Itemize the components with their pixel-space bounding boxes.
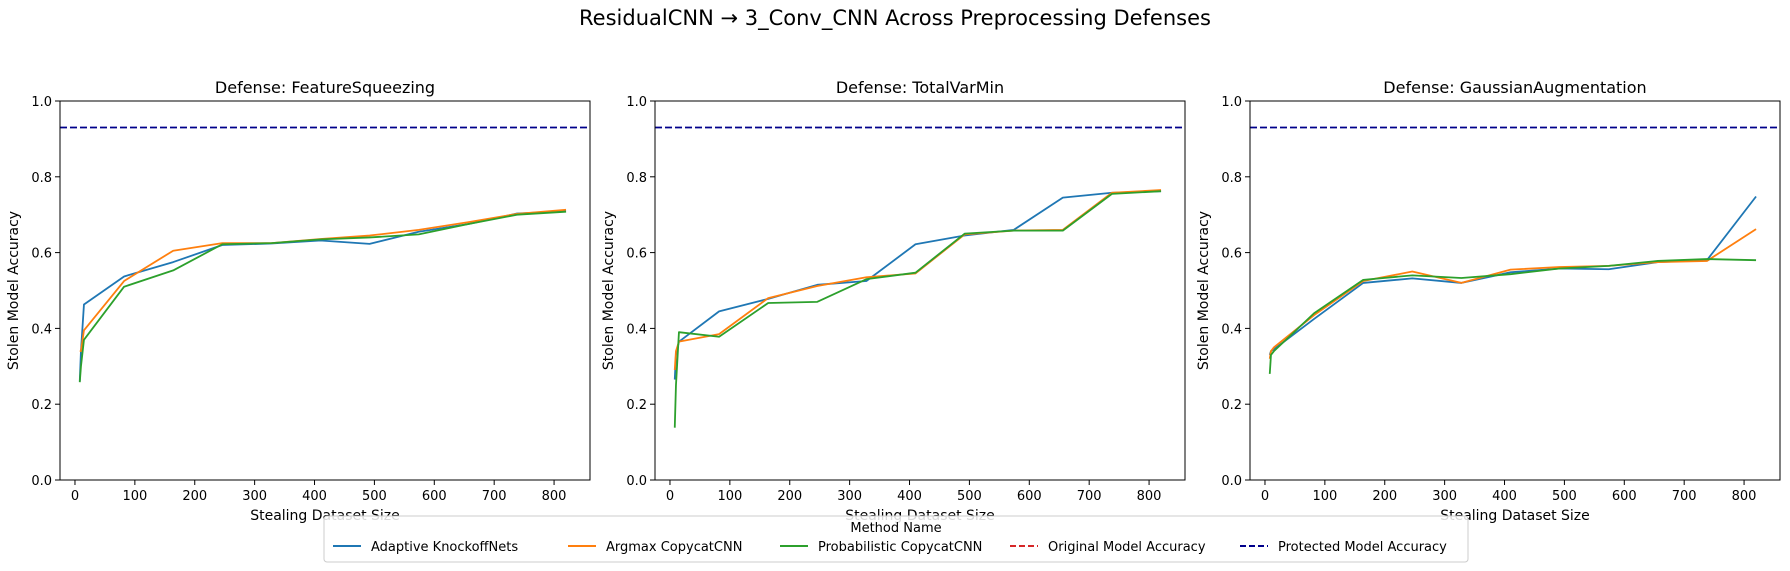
legend-title: Method Name (850, 521, 941, 536)
panel-title: Defense: TotalVarMin (836, 78, 1004, 97)
y-tick-label: 0.6 (626, 247, 647, 262)
y-axis-label: Stolen Model Accuracy (6, 211, 22, 370)
y-tick-label: 0.6 (1221, 247, 1242, 262)
figure-title: ResidualCNN → 3_Conv_CNN Across Preproce… (579, 6, 1211, 31)
legend-label-argmax-copycatcnn: Argmax CopycatCNN (606, 540, 742, 555)
x-tick-label: 300 (1432, 489, 1457, 504)
x-tick-label: 800 (1732, 489, 1757, 504)
y-tick-label: 0.4 (626, 322, 647, 337)
legend-label-adaptive-knockoffnets: Adaptive KnockoffNets (371, 540, 518, 555)
plot-area (1250, 126, 1780, 374)
x-tick-label: 200 (182, 489, 207, 504)
series-line-adaptive-knockoffnets (673, 190, 1162, 380)
y-tick-label: 0.2 (626, 398, 647, 413)
x-tick-label: 400 (302, 489, 327, 504)
axes-frame (59, 100, 591, 481)
x-tick-label: 300 (837, 489, 862, 504)
y-tick-label: 0.8 (626, 171, 647, 186)
series-line-probabilistic-copycatcnn (1268, 258, 1757, 374)
y-tick-label: 0.0 (626, 474, 647, 489)
x-tick-label: 700 (1672, 489, 1697, 504)
x-tick-label: 0 (666, 489, 674, 504)
series-line-argmax-copycatcnn (79, 208, 567, 353)
x-tick-label: 100 (1312, 489, 1337, 504)
y-tick-label: 0.6 (31, 247, 52, 262)
y-tick-label: 0.4 (1221, 322, 1242, 337)
x-tick-label: 300 (242, 489, 267, 504)
panel-title: Defense: FeatureSqueezing (215, 78, 435, 97)
chart-panels: Defense: FeatureSqueezing 0 100 200 300 400 50… (6, 78, 1781, 524)
x-tick-label: 400 (897, 489, 922, 504)
series-line-adaptive-knockoffnets (1268, 195, 1757, 356)
y-tick-label: 1.0 (31, 95, 52, 110)
x-tick-label: 200 (1372, 489, 1397, 504)
x-tick-label: 200 (777, 489, 802, 504)
legend-box (323, 515, 1469, 563)
series-line-argmax-copycatcnn (1268, 228, 1757, 359)
chart-panel-1: Defense: FeatureSqueezing 0 100 200 300 400 50… (6, 78, 591, 524)
x-tick-label: 600 (422, 489, 447, 504)
x-tick-label: 800 (1137, 489, 1162, 504)
x-tick-label: 500 (362, 489, 387, 504)
y-axis-label: Stolen Model Accuracy (601, 211, 617, 370)
y-tick-label: 0.8 (31, 171, 52, 186)
legend: Method Name Adaptive KnockoffNets Argmax C… (323, 515, 1469, 563)
axes-frame (1249, 100, 1781, 481)
series-line-probabilistic-copycatcnn (78, 210, 567, 383)
y-tick-label: 1.0 (1221, 95, 1242, 110)
y-tick-label: 0.4 (31, 322, 52, 337)
x-tick-label: 700 (1077, 489, 1102, 504)
legend-label-protected-model-accuracy: Protected Model Accuracy (1278, 540, 1447, 555)
series-line-adaptive-knockoffnets (78, 210, 567, 382)
x-tick-label: 500 (957, 489, 982, 504)
y-tick-label: 0.0 (31, 474, 52, 489)
y-tick-label: 0.0 (1221, 474, 1242, 489)
axes-frame (654, 100, 1186, 481)
x-tick-label: 100 (717, 489, 742, 504)
x-tick-label: 0 (71, 489, 79, 504)
y-axis-label: Stolen Model Accuracy (1196, 211, 1212, 370)
x-tick-label: 400 (1492, 489, 1517, 504)
series-line-probabilistic-copycatcnn (673, 190, 1162, 428)
y-tick-label: 0.2 (31, 398, 52, 413)
x-tick-label: 800 (542, 489, 567, 504)
legend-label-probabilistic-copycatcnn: Probabilistic CopycatCNN (818, 540, 982, 555)
chart-panel-3: Defense: GaussianAugmentation 0 100 200 300 4… (1196, 78, 1781, 524)
y-tick-label: 0.2 (1221, 398, 1242, 413)
legend-label-original-model-accuracy: Original Model Accuracy (1048, 540, 1206, 555)
chart-panel-2: Defense: TotalVarMin 0 100 200 300 400 500 600 7… (601, 78, 1186, 524)
x-tick-label: 600 (1612, 489, 1637, 504)
x-axis-label: Stealing Dataset Size (1440, 508, 1590, 524)
y-tick-label: 0.8 (1221, 171, 1242, 186)
y-tick-label: 1.0 (626, 95, 647, 110)
series-line-argmax-copycatcnn (673, 189, 1162, 371)
x-tick-label: 500 (1552, 489, 1577, 504)
x-tick-label: 100 (122, 489, 147, 504)
x-tick-label: 0 (1261, 489, 1269, 504)
x-tick-label: 600 (1017, 489, 1042, 504)
plot-area (60, 126, 590, 383)
panel-title: Defense: GaussianAugmentation (1383, 78, 1646, 97)
x-tick-label: 700 (482, 489, 507, 504)
plot-area (655, 126, 1185, 428)
